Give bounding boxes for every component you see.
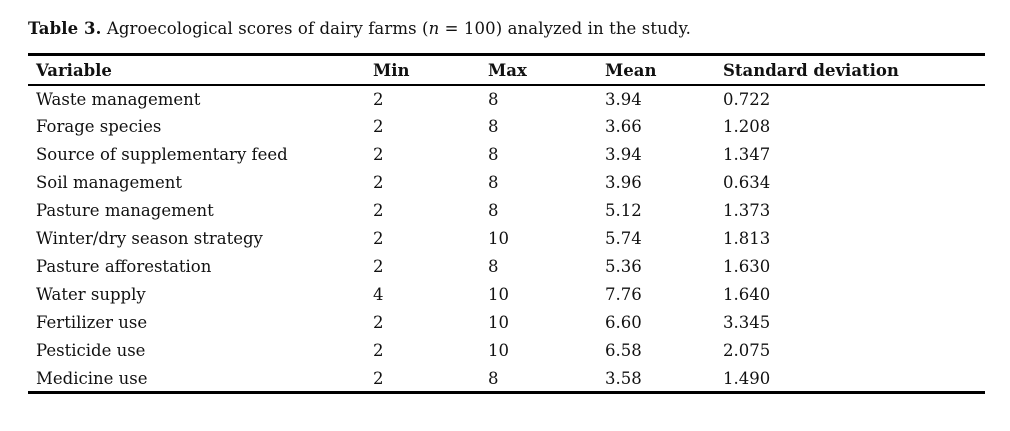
cell-sd: 2.075 [723,341,771,361]
cell-mean: 3.94 [605,145,642,165]
cell-variable: Soil management [36,173,182,193]
data-table: Variable Min Max Mean Standard deviation… [28,53,985,395]
table-caption-text-pre: Agroecological scores of dairy farms ( [101,19,429,38]
cell-sd: 1.373 [723,201,771,221]
table-row: Forage species 2 8 3.66 1.208 [28,113,985,141]
cell-max: 8 [488,89,499,109]
cell-variable: Water supply [36,285,146,305]
cell-sd: 1.490 [723,368,771,388]
cell-min: 2 [373,89,384,109]
cell-max: 8 [488,368,499,388]
cell-sd: 1.813 [723,229,771,249]
cell-max: 8 [488,257,499,277]
cell-variable: Medicine use [36,368,148,388]
table-row: Waste management 2 8 3.94 0.722 [28,85,985,113]
cell-mean: 3.96 [605,173,642,193]
cell-max: 10 [488,313,509,333]
cell-min: 2 [373,201,384,221]
table-row: Medicine use 2 8 3.58 1.490 [28,365,985,393]
cell-max: 10 [488,285,509,305]
cell-variable: Pasture afforestation [36,257,212,277]
cell-variable: Fertilizer use [36,313,148,333]
column-header-variable: Variable [28,54,365,86]
cell-max: 8 [488,173,499,193]
document-page: Table 3. Agroecological scores of dairy … [28,18,985,395]
cell-mean: 3.66 [605,117,642,137]
cell-min: 4 [373,285,384,305]
table-row: Fertilizer use 2 10 6.60 3.345 [28,309,985,337]
table-row: Pasture management 2 8 5.12 1.373 [28,197,985,225]
cell-min: 2 [373,257,384,277]
table-row: Pesticide use 2 10 6.58 2.075 [28,337,985,365]
table-header-row: Variable Min Max Mean Standard deviation [28,54,985,86]
cell-variable: Pesticide use [36,341,146,361]
table-row: Pasture afforestation 2 8 5.36 1.630 [28,253,985,281]
column-header-min: Min [365,54,480,86]
table-body: Waste management 2 8 3.94 0.722 Forage specie… [28,85,985,393]
cell-min: 2 [373,145,384,165]
table-caption-text-post: = 100) analyzed in the study. [439,19,692,38]
table-row: Winter/dry season strategy 2 10 5.74 1.813 [28,225,985,253]
cell-max: 8 [488,117,499,137]
cell-min: 2 [373,229,384,249]
cell-variable: Source of supplementary feed [36,145,288,165]
cell-mean: 3.94 [605,89,642,109]
cell-sd: 0.634 [723,173,771,193]
cell-variable: Forage species [36,117,162,137]
cell-max: 10 [488,341,509,361]
table-caption-n-symbol: n [428,19,440,38]
column-header-standard-deviation: Standard deviation [715,54,985,86]
column-header-max: Max [480,54,597,86]
cell-sd: 1.640 [723,285,771,305]
table-row: Soil management 2 8 3.96 0.634 [28,169,985,197]
cell-variable: Winter/dry season strategy [36,229,263,249]
cell-mean: 5.12 [605,201,642,221]
cell-variable: Pasture management [36,201,214,221]
cell-sd: 0.722 [723,89,771,109]
cell-max: 10 [488,229,509,249]
table-row: Water supply 4 10 7.76 1.640 [28,281,985,309]
cell-max: 8 [488,201,499,221]
cell-sd: 3.345 [723,313,771,333]
cell-min: 2 [373,368,384,388]
cell-sd: 1.347 [723,145,771,165]
cell-max: 8 [488,145,499,165]
table-caption: Table 3. Agroecological scores of dairy … [28,18,985,39]
table-caption-label: Table 3. [28,19,102,38]
cell-mean: 3.58 [605,368,642,388]
table-header: Variable Min Max Mean Standard deviation [28,54,985,86]
cell-mean: 5.36 [605,257,642,277]
cell-mean: 6.58 [605,341,642,361]
cell-mean: 6.60 [605,313,642,333]
cell-variable: Waste management [36,89,201,109]
cell-sd: 1.630 [723,257,771,277]
cell-mean: 5.74 [605,229,642,249]
cell-min: 2 [373,117,384,137]
cell-min: 2 [373,341,384,361]
table-row: Source of supplementary feed 2 8 3.94 1.347 [28,141,985,169]
cell-min: 2 [373,313,384,333]
cell-mean: 7.76 [605,285,642,305]
cell-sd: 1.208 [723,117,771,137]
cell-min: 2 [373,173,384,193]
column-header-mean: Mean [597,54,715,86]
